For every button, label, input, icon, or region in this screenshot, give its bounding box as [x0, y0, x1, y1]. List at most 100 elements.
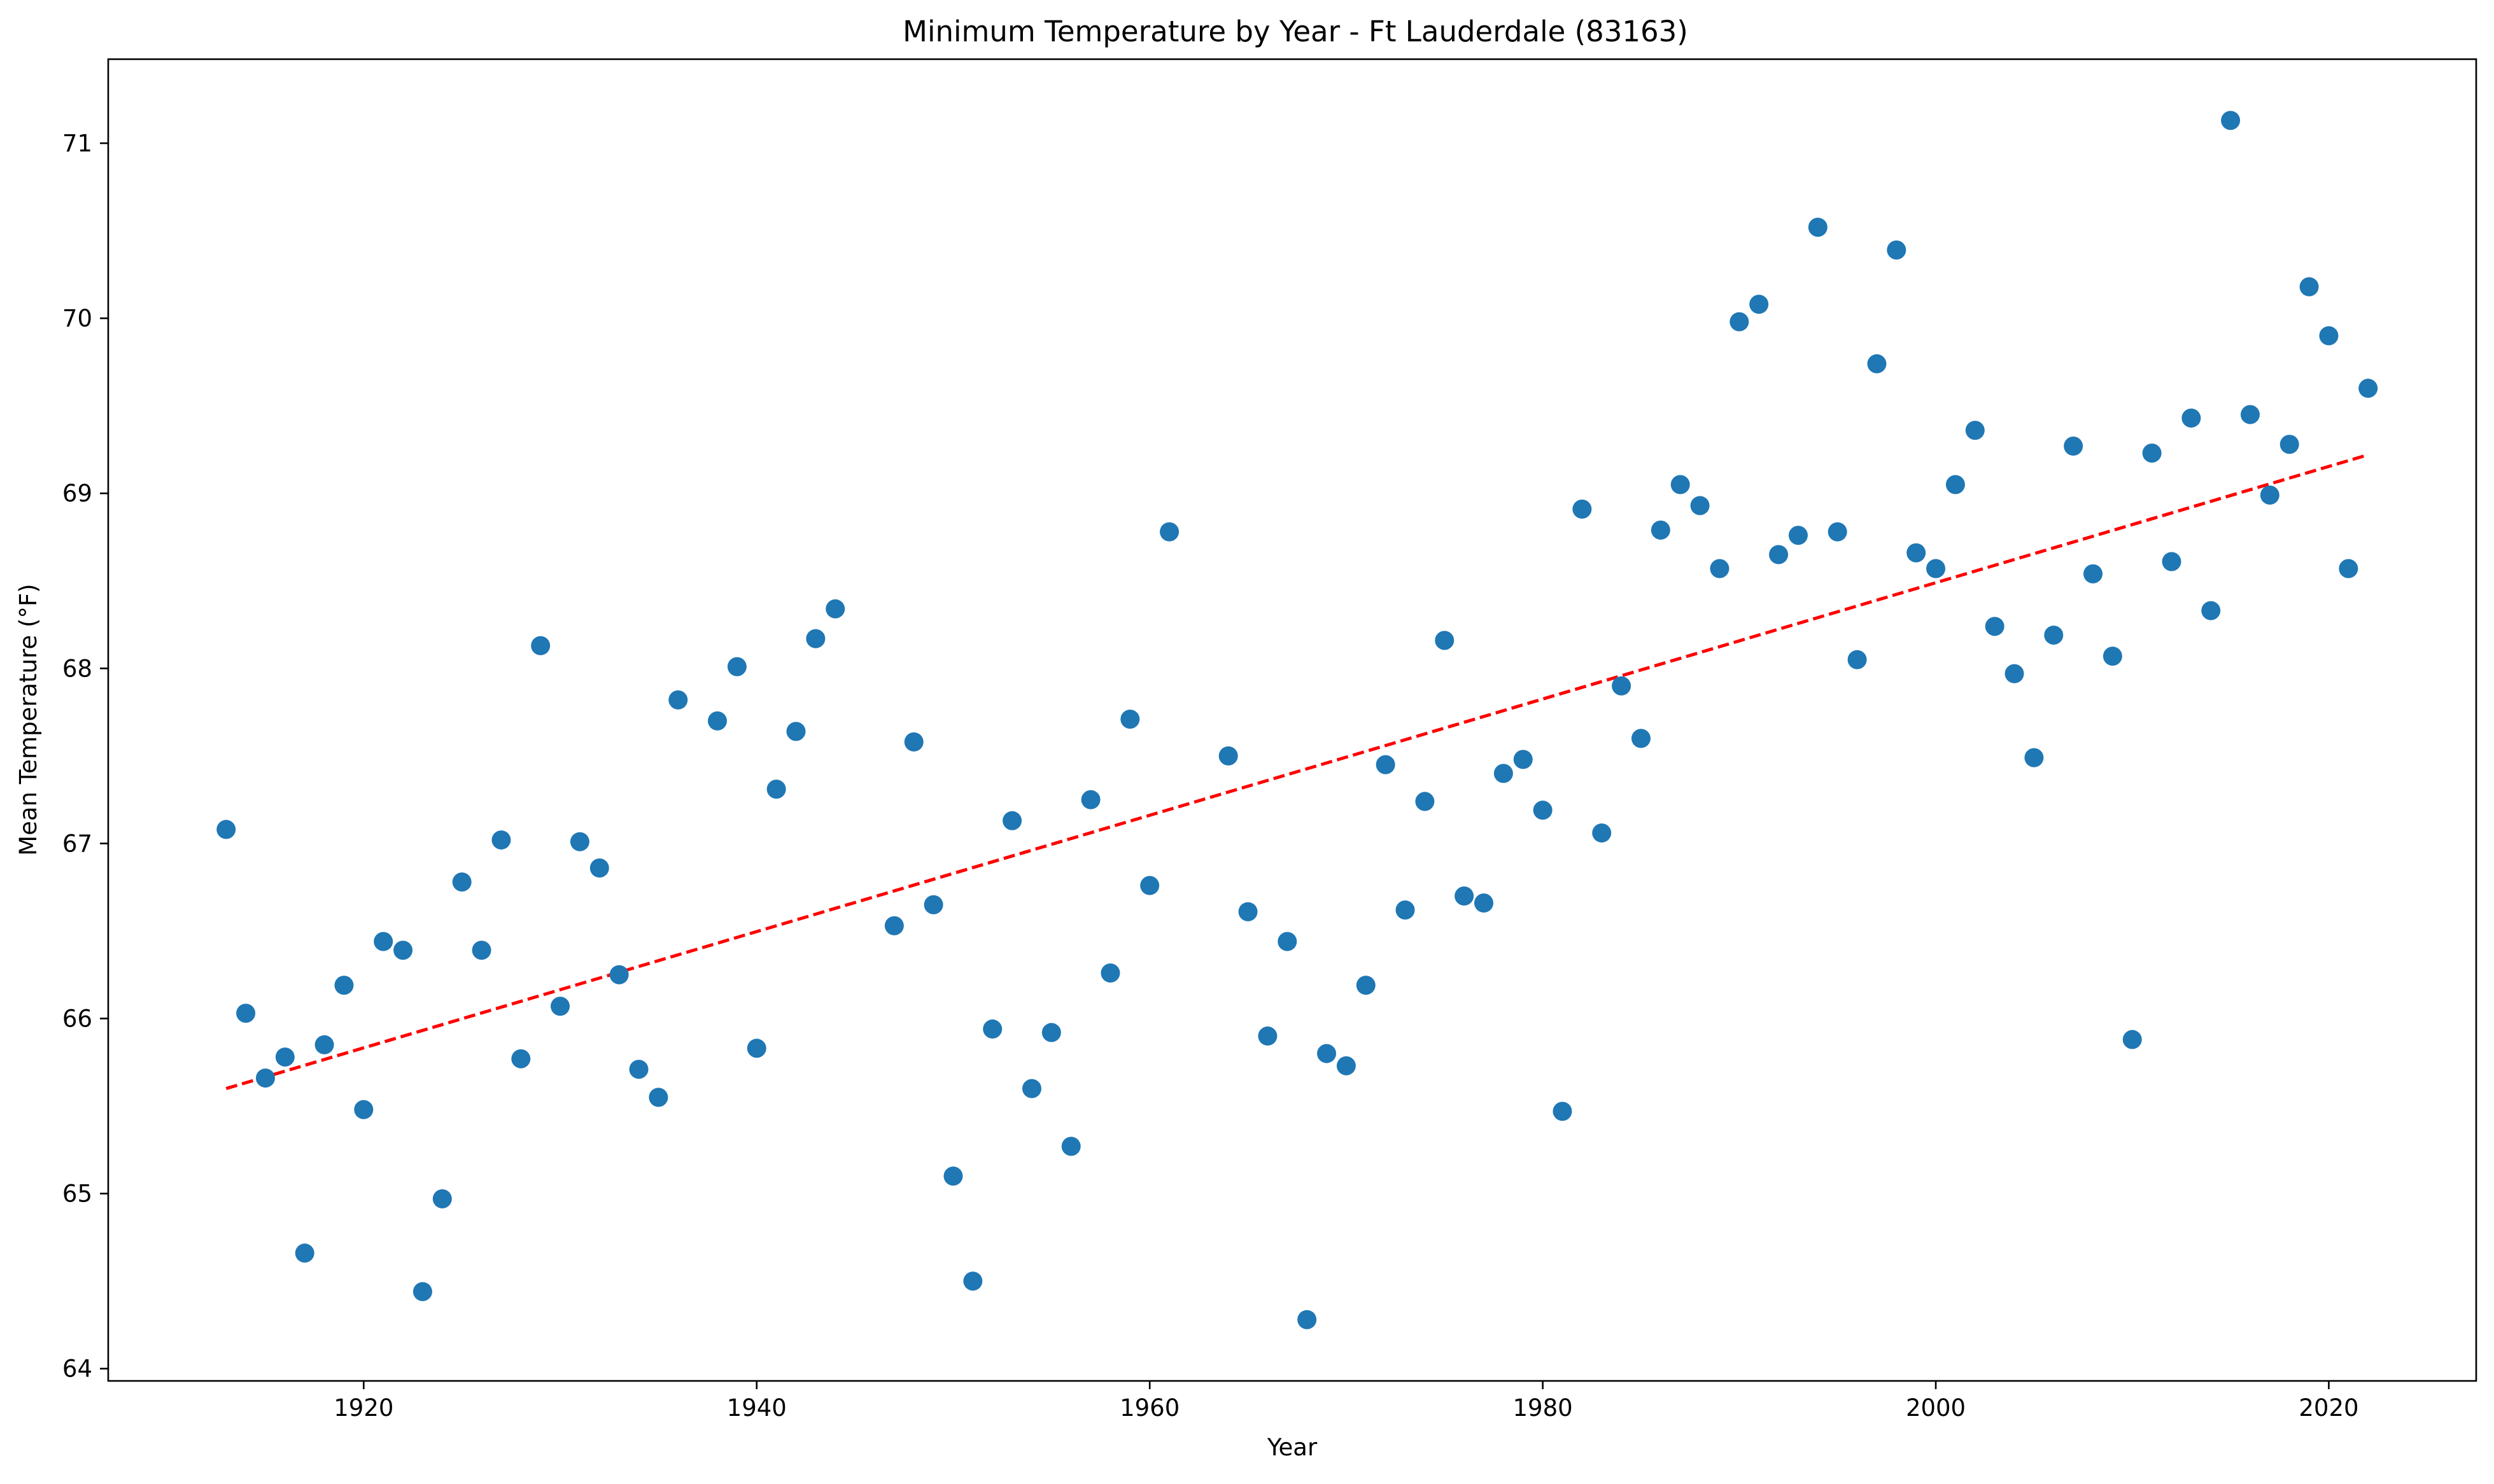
data-point — [1612, 676, 1631, 696]
data-point — [295, 1243, 314, 1263]
data-point — [374, 932, 393, 951]
data-point — [1101, 963, 1120, 983]
data-point — [1493, 764, 1513, 783]
data-point — [1513, 750, 1533, 769]
data-point — [1710, 559, 1730, 578]
data-point — [491, 830, 511, 850]
data-point — [334, 976, 354, 995]
data-point — [1317, 1044, 1337, 1063]
x-tick-label: 2000 — [1906, 1394, 1966, 1422]
x-tick-label: 1940 — [727, 1394, 787, 1422]
data-point — [1474, 893, 1493, 913]
data-point — [1769, 545, 1789, 564]
x-axis-label: Year — [1267, 1434, 1318, 1461]
data-point — [1631, 729, 1651, 748]
data-point — [2004, 664, 2024, 683]
data-point — [1081, 790, 1101, 809]
data-point — [2358, 379, 2378, 398]
data-point — [963, 1271, 983, 1291]
y-tick-label: 71 — [62, 130, 92, 157]
data-point — [1376, 755, 1395, 774]
data-point — [570, 832, 589, 851]
data-point — [1160, 522, 1180, 542]
trend-line-layer — [225, 453, 2369, 1090]
data-point — [1455, 886, 1474, 906]
data-point — [904, 732, 924, 752]
data-point — [1847, 650, 1867, 669]
data-point — [1061, 1137, 1081, 1156]
data-point — [1945, 475, 1965, 494]
data-point — [1828, 522, 1847, 542]
data-point — [649, 1088, 668, 1107]
data-point — [2279, 435, 2299, 454]
data-point — [216, 820, 236, 839]
data-point — [1985, 617, 2004, 636]
data-point — [2221, 111, 2241, 130]
data-point — [983, 1019, 1003, 1039]
data-point — [1140, 876, 1160, 895]
data-point — [2260, 485, 2279, 505]
data-point — [1572, 500, 1592, 519]
data-point — [1690, 496, 1710, 515]
data-points-layer — [216, 111, 2378, 1329]
y-tick-label: 67 — [62, 830, 92, 857]
trend-line — [225, 453, 2369, 1090]
data-point — [1592, 823, 1612, 843]
data-point — [589, 858, 609, 878]
data-point — [275, 1047, 295, 1067]
data-point — [1336, 1056, 1356, 1075]
data-point — [412, 1282, 432, 1301]
y-tick-label: 68 — [62, 655, 92, 682]
data-point — [1808, 218, 1828, 237]
data-point — [884, 916, 904, 935]
data-point — [708, 711, 728, 731]
y-tick-label: 65 — [62, 1180, 92, 1208]
data-point — [531, 636, 551, 655]
plot-area — [107, 58, 2477, 1382]
data-point — [1965, 421, 1985, 440]
data-point — [943, 1166, 963, 1186]
data-point — [1670, 475, 1690, 494]
x-tick-label: 2020 — [2299, 1394, 2358, 1422]
data-point — [1297, 1310, 1317, 1329]
data-point — [1788, 526, 1808, 545]
data-point — [924, 895, 943, 914]
data-point — [1906, 543, 1926, 563]
plot-frame — [107, 58, 2477, 1382]
y-tick-label: 66 — [62, 1005, 92, 1033]
data-point — [2064, 436, 2083, 456]
data-point — [551, 997, 570, 1016]
data-point — [1926, 559, 1946, 578]
data-point — [354, 1100, 374, 1119]
y-tick-label: 64 — [62, 1355, 92, 1383]
data-point — [2024, 748, 2044, 767]
data-point — [2142, 443, 2162, 463]
data-point — [609, 965, 629, 984]
data-point — [393, 941, 413, 960]
data-point — [1218, 746, 1238, 766]
data-point — [1120, 710, 1140, 729]
data-point — [766, 780, 786, 799]
data-point — [2299, 277, 2319, 297]
x-tick-label: 1960 — [1120, 1394, 1180, 1422]
data-point — [2122, 1030, 2142, 1049]
data-point — [1356, 976, 1376, 995]
data-point — [2339, 559, 2358, 578]
data-point — [452, 872, 472, 892]
data-point — [2044, 626, 2064, 645]
data-point — [826, 599, 845, 619]
x-tick-label: 1920 — [334, 1394, 393, 1422]
data-point — [1258, 1026, 1278, 1046]
y-axis-label: Mean Temperature (°F) — [15, 584, 42, 855]
data-point — [2319, 326, 2339, 346]
data-point — [1887, 240, 1906, 260]
y-tick-label: 70 — [62, 305, 92, 332]
data-point — [2083, 564, 2103, 584]
data-point — [1415, 792, 1435, 811]
data-point — [1022, 1079, 1041, 1098]
data-point — [314, 1035, 334, 1054]
data-point — [747, 1039, 766, 1058]
y-tick-label: 69 — [62, 480, 92, 507]
data-point — [1553, 1102, 1572, 1121]
